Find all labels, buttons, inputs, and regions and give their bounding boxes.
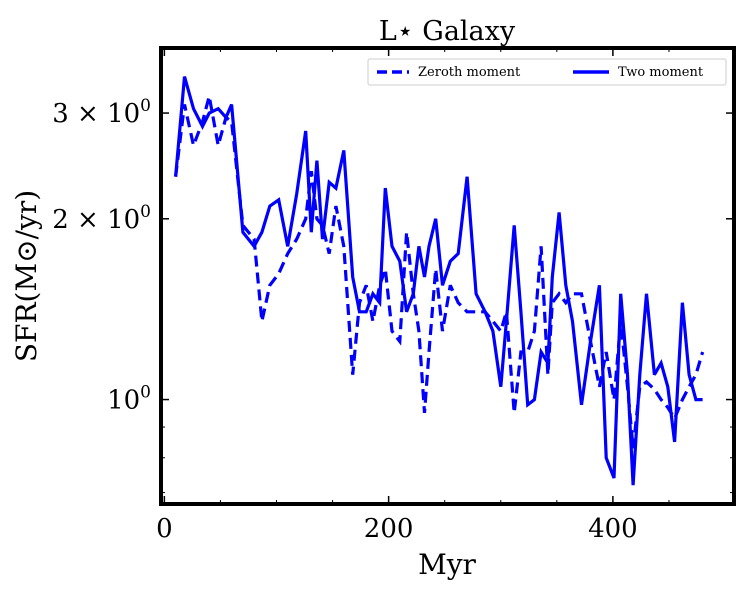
legend-label-two-moment: Two moment <box>618 65 704 80</box>
legend: Zeroth moment Two moment <box>367 58 727 86</box>
chart-title: L⋆ Galaxy <box>379 16 516 47</box>
ticks-layer: 0 200 400 100 2 × 100 3 × 100 <box>52 48 734 544</box>
series-layer <box>174 76 705 486</box>
plot-area: 0 200 400 100 2 × 100 3 × 100 <box>52 46 736 544</box>
y-tick-label-2: 2 × 100 <box>52 202 151 235</box>
x-tick-label-200: 200 <box>364 514 414 544</box>
legend-label-zeroth-moment: Zeroth moment <box>418 65 521 80</box>
x-tick-label-400: 400 <box>588 514 638 544</box>
plot-frame <box>159 46 736 506</box>
x-axis-label: Myr <box>418 548 476 581</box>
legend-box <box>367 58 727 86</box>
y-axis-label: SFR(M⊙/yr) <box>10 190 43 362</box>
y-tick-label-3: 3 × 100 <box>52 96 151 129</box>
x-tick-label-0: 0 <box>156 514 173 544</box>
series-line-zeroth-moment <box>174 95 705 449</box>
y-tick-label-1: 100 <box>107 383 151 416</box>
series-line-two-moment <box>174 76 703 486</box>
